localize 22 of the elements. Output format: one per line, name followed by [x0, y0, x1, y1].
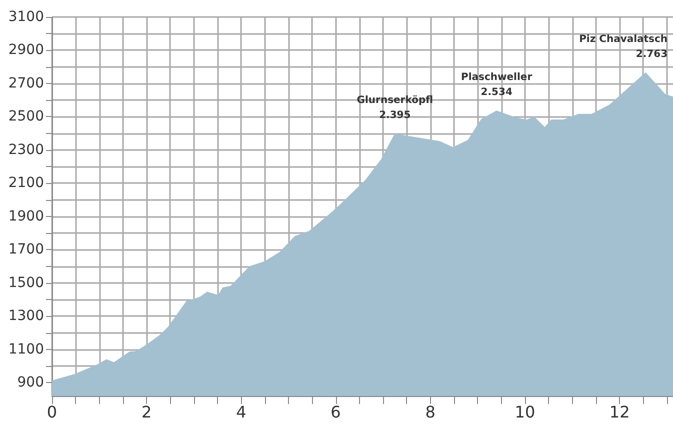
- annotation: Plaschweller 2.534: [461, 72, 532, 98]
- y-tick-label: 1900: [8, 208, 44, 224]
- y-tick-label: 2900: [8, 42, 44, 58]
- y-tick-label: 1300: [8, 308, 44, 324]
- annotation: Piz Chavalatsch 2.763: [579, 34, 668, 60]
- x-tick-label: 6: [330, 402, 341, 422]
- x-tick-label: 12: [609, 402, 630, 422]
- x-tick-label: 2: [142, 402, 152, 422]
- x-tick-label: 8: [425, 402, 436, 422]
- y-tick-label: 1700: [8, 242, 44, 258]
- y-tick-label: 2100: [8, 175, 44, 192]
- y-tick-label: 1500: [8, 274, 44, 291]
- y-tick-label: 900: [17, 374, 44, 391]
- y-tick-label: 2700: [8, 75, 44, 92]
- x-tick-label: 10: [514, 402, 536, 422]
- x-tick-label: 4: [236, 402, 246, 422]
- y-tick-label: 2300: [8, 142, 44, 158]
- y-tick-label: 2500: [8, 108, 44, 125]
- y-tick-label: 3100: [8, 9, 44, 25]
- annotation: Glurnserköpfl 2.395: [356, 95, 434, 122]
- x-tick-label: 0: [46, 402, 58, 422]
- y-tick-label: 1100: [8, 341, 44, 358]
